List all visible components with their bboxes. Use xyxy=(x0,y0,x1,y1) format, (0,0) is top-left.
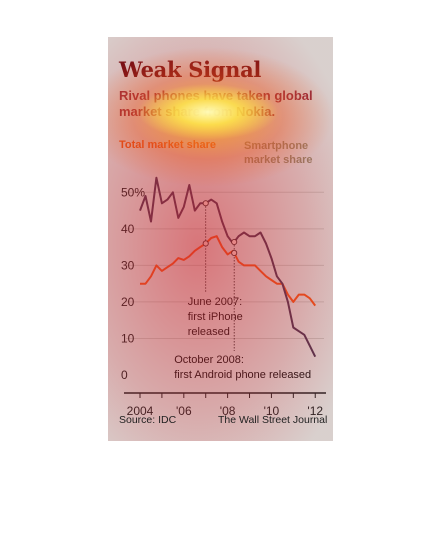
annotation-text: first Android phone released xyxy=(174,369,311,381)
annotation-text: October 2008: xyxy=(174,354,244,366)
annotation-marker xyxy=(231,249,238,257)
y-tick-label: 50% xyxy=(121,185,145,199)
y-tick-label: 0 xyxy=(121,368,128,382)
y-tick-label: 30 xyxy=(121,258,135,272)
x-tick-label: '06 xyxy=(176,404,192,418)
annotation-marker xyxy=(231,238,238,246)
source-note: Source: IDC xyxy=(119,414,177,426)
annotation-text: released xyxy=(188,326,230,338)
y-tick-label: 40 xyxy=(121,222,135,236)
y-tick-label: 10 xyxy=(121,331,135,345)
y-tick-label: 20 xyxy=(121,295,135,309)
annotation-marker xyxy=(202,240,209,247)
annotation-marker xyxy=(202,200,209,207)
publisher-credit: The Wall Street Journal xyxy=(218,414,328,426)
